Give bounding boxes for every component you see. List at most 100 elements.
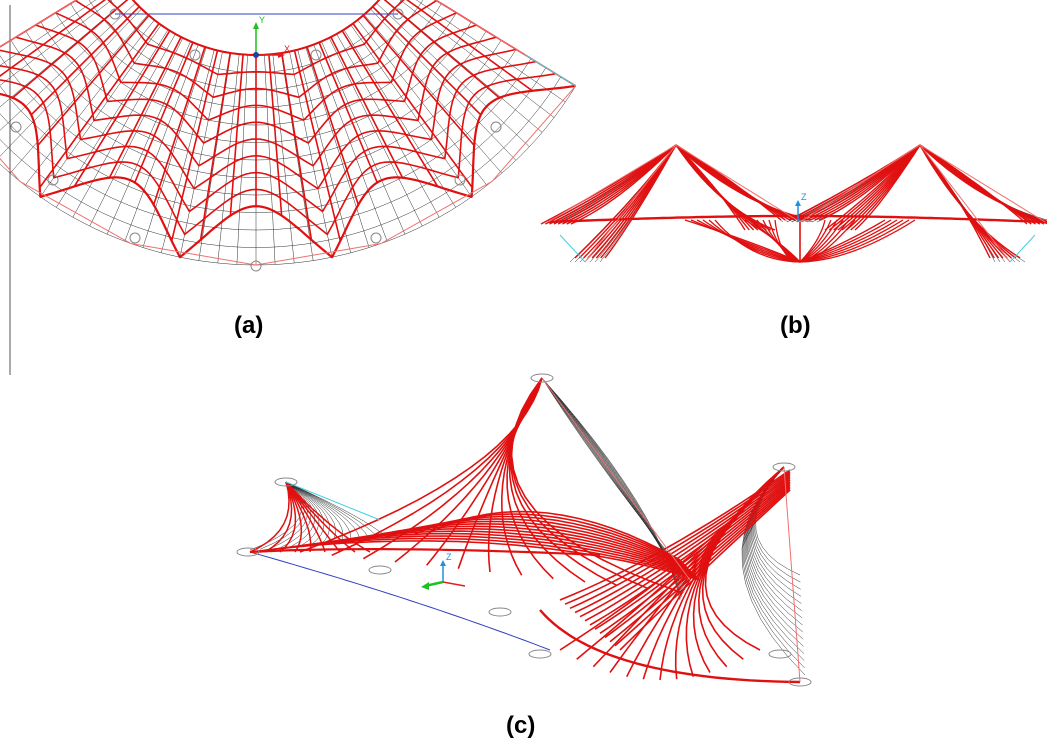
cable-radial [405, 0, 533, 92]
grid-line [285, 481, 352, 543]
cable-line [675, 144, 807, 221]
side-edge-right [434, 0, 576, 87]
grid-line [285, 481, 320, 547]
cable-line [799, 219, 844, 263]
cable-radial [229, 54, 244, 216]
support-node-icon [310, 49, 322, 61]
cable-line [510, 377, 681, 593]
support-node-icon [530, 373, 554, 383]
cable-radial [134, 42, 194, 183]
support-node-icon [772, 462, 796, 472]
cable-line [285, 481, 312, 553]
cable-radial [73, 30, 171, 187]
panel-a-plan-view: YX [0, 0, 577, 272]
cable-line [279, 481, 297, 553]
cable-line [264, 481, 293, 553]
cyan-edge-right [1009, 234, 1036, 263]
cable-line [589, 479, 791, 626]
support-node-icon [370, 232, 382, 244]
support-node-icon [454, 174, 466, 186]
cable-line [818, 144, 921, 221]
cable-line [285, 481, 371, 553]
cable-radial [152, 46, 206, 206]
grid-ring-line [0, 67, 547, 231]
grid-line [541, 377, 691, 581]
axis-x-arrow [278, 52, 285, 58]
cable-line [714, 219, 801, 263]
edge-cable [783, 466, 801, 683]
grid-radial-line [434, 0, 576, 87]
cable-line [799, 219, 910, 263]
cable-line [584, 477, 791, 622]
support-node-icon [368, 565, 392, 575]
axis-origin-dot [253, 52, 259, 58]
cable-line [799, 219, 838, 263]
grid-line [285, 481, 381, 541]
grid-ring-line [0, 58, 532, 213]
cable-line [429, 510, 681, 561]
cable-line [570, 144, 677, 225]
cable-radial [293, 50, 342, 242]
cable-line [604, 144, 677, 259]
grid-line [574, 144, 677, 263]
cable-line [799, 219, 832, 263]
cable-line [799, 219, 856, 263]
cable-line [285, 481, 326, 553]
support-node-icon [274, 477, 298, 487]
fixed-front-edge [249, 551, 551, 651]
cable-line [799, 219, 850, 263]
caption-c: (c) [506, 712, 536, 739]
cable-line [919, 144, 1021, 259]
caption-a: (a) [234, 312, 264, 339]
axis-x-line [442, 581, 466, 587]
support-node-icon [10, 121, 22, 133]
axis-z-label: Z [801, 192, 807, 202]
saddle-cable [547, 214, 1046, 224]
cable-line [799, 219, 826, 263]
cable-line [540, 144, 677, 225]
cable-radial [318, 42, 378, 183]
edge-cable [584, 144, 677, 263]
cable-line [574, 474, 791, 614]
cable-line [675, 144, 812, 221]
cable-ring [0, 85, 576, 258]
cable-mesh [249, 377, 791, 681]
cable-ring [0, 48, 517, 190]
cable-radial [108, 36, 182, 179]
cable-line [249, 481, 290, 553]
grid-line [675, 144, 814, 223]
cable-ring [35, 24, 477, 144]
cable-line [702, 219, 801, 263]
cable-line [579, 476, 791, 618]
axis-y-label: Y [259, 15, 265, 25]
cable-radial [383, 0, 500, 99]
cable-line [414, 513, 683, 563]
cable-radial [0, 0, 107, 77]
cable-radial [12, 0, 129, 99]
cable-ring [15, 36, 497, 167]
grid-line [285, 481, 371, 542]
edge-cable [919, 144, 1011, 263]
cable-radial [362, 14, 475, 147]
side-edge-left [0, 0, 78, 48]
cable-line [696, 219, 801, 263]
cable-line [285, 481, 356, 553]
cable-radial [352, 23, 473, 189]
caption-b: (b) [780, 312, 811, 339]
front-edge-cable [539, 609, 801, 684]
cable-radial [170, 50, 219, 242]
cable-line [675, 144, 776, 231]
axis-z-arrow [440, 560, 446, 566]
grid-line [675, 144, 809, 223]
cable-ring [75, 0, 437, 99]
cable-line [619, 489, 791, 651]
cable-ring [55, 12, 457, 121]
cable-mesh [540, 144, 1047, 263]
front-edge-cable [249, 548, 601, 557]
cable-line [544, 144, 677, 225]
support-node-icon [236, 547, 260, 557]
grid-line [919, 144, 1026, 263]
cable-line [919, 144, 1047, 222]
axis-z-arrow [795, 200, 801, 206]
cable-ring [107, 0, 405, 76]
